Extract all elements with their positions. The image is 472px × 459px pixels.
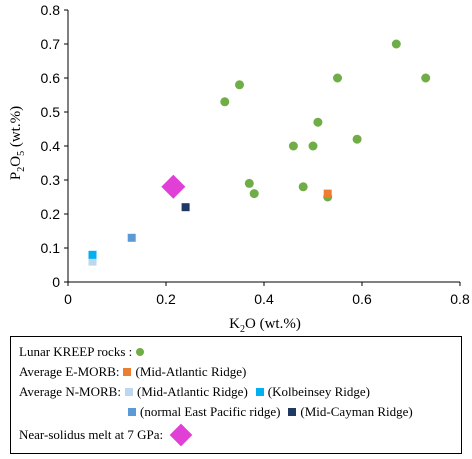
x-tick-label: 0.4 xyxy=(254,291,274,307)
legend-emorb-mar-text: (Mid-Atlantic Ridge) xyxy=(135,364,247,379)
legend-nmorb-kolb-marker xyxy=(255,388,264,396)
y-tick-label: 0.7 xyxy=(41,36,61,52)
x-tick-label: 0.8 xyxy=(450,291,470,307)
y-tick-label: 0.4 xyxy=(41,138,61,154)
legend-emorb-label: Average E-MORB: xyxy=(19,364,120,379)
legend-nmorb-mar-marker xyxy=(124,388,133,396)
y-axis-title: P2O5 (wt.%) xyxy=(8,106,27,180)
data-point-kreep xyxy=(220,97,230,107)
legend-nmorb-cayman-marker xyxy=(288,408,297,416)
data-point-nmorb_kolb xyxy=(88,250,97,259)
legend-row-emorb: Average E-MORB: (Mid-Atlantic Ridge) xyxy=(19,364,246,380)
legend-row-nmorb-2: (normal East Pacific ridge) (Mid-Cayman … xyxy=(124,404,413,420)
y-tick-label: 0.8 xyxy=(41,2,61,18)
legend-nmorb-kolb-text: (Kolbeinsey Ridge) xyxy=(267,384,370,399)
data-point-kreep xyxy=(235,80,244,90)
legend-kreep-label: Lunar KREEP rocks : xyxy=(19,344,133,359)
legend: Lunar KREEP rocks : Average E-MORB: (Mid… xyxy=(10,336,462,454)
data-point-kreep xyxy=(333,73,342,83)
legend-row-melt: Near-solidus melt at 7 GPa: xyxy=(19,423,197,447)
data-point-kreep xyxy=(298,182,308,192)
legend-nmorb-label: Average N-MORB: xyxy=(19,384,121,399)
y-tick-label: 0.3 xyxy=(41,172,61,188)
data-point-nmorb_cayman xyxy=(181,203,190,212)
legend-nmorb-epr-marker xyxy=(128,408,136,416)
legend-row-nmorb: Average N-MORB: (Mid-Atlantic Ridge) (Ko… xyxy=(19,384,370,400)
data-point-kreep xyxy=(249,189,259,199)
data-point-emorb_mar xyxy=(323,189,332,198)
legend-emorb-mar-marker xyxy=(123,368,132,376)
x-tick-label: 0 xyxy=(64,291,72,307)
data-points xyxy=(88,39,431,266)
y-tick-label: 0.1 xyxy=(41,240,61,256)
x-axis-ticks: 0 0.2 0.4 0.6 0.8 xyxy=(64,282,470,307)
data-point-kreep xyxy=(313,117,323,127)
legend-nmorb-epr-text: (normal East Pacific ridge) xyxy=(140,404,281,419)
y-tick-label: 0 xyxy=(52,274,60,290)
x-tick-label: 0.6 xyxy=(352,291,372,307)
x-axis-title: K2O (wt.%) xyxy=(229,316,301,335)
legend-kreep-marker xyxy=(136,348,145,356)
legend-nmorb-cayman-text: (Mid-Cayman Ridge) xyxy=(300,404,413,419)
legend-melt-label: Near-solidus melt at 7 GPa: xyxy=(19,427,164,442)
scatter-plot: 00.10.20.30.40.50.60.70.8 0 0.2 0.4 0.6 0.8 … xyxy=(8,2,470,335)
y-tick-label: 0.2 xyxy=(41,206,61,222)
data-point-kreep xyxy=(244,178,254,188)
legend-nmorb-mar-text: (Mid-Atlantic Ridge) xyxy=(136,384,248,399)
data-point-kreep xyxy=(308,141,318,151)
legend-row-kreep: Lunar KREEP rocks : xyxy=(19,344,148,360)
legend-melt-marker xyxy=(169,423,193,447)
data-point-kreep xyxy=(421,73,431,83)
data-point-nmorb_epr xyxy=(127,233,136,242)
data-point-kreep xyxy=(391,39,401,49)
x-tick-label: 0.2 xyxy=(156,291,176,307)
y-tick-label: 0.6 xyxy=(41,70,61,86)
data-point-kreep xyxy=(352,134,362,144)
data-point-kreep xyxy=(288,141,298,151)
data-point-nmorb_mar xyxy=(88,257,97,266)
y-tick-label: 0.5 xyxy=(41,104,61,120)
data-point-melt xyxy=(161,174,186,199)
y-axis-ticks: 0 0.1 0.2 0.3 0.4 0.5 0.6 0.7 0.8 xyxy=(41,2,68,290)
